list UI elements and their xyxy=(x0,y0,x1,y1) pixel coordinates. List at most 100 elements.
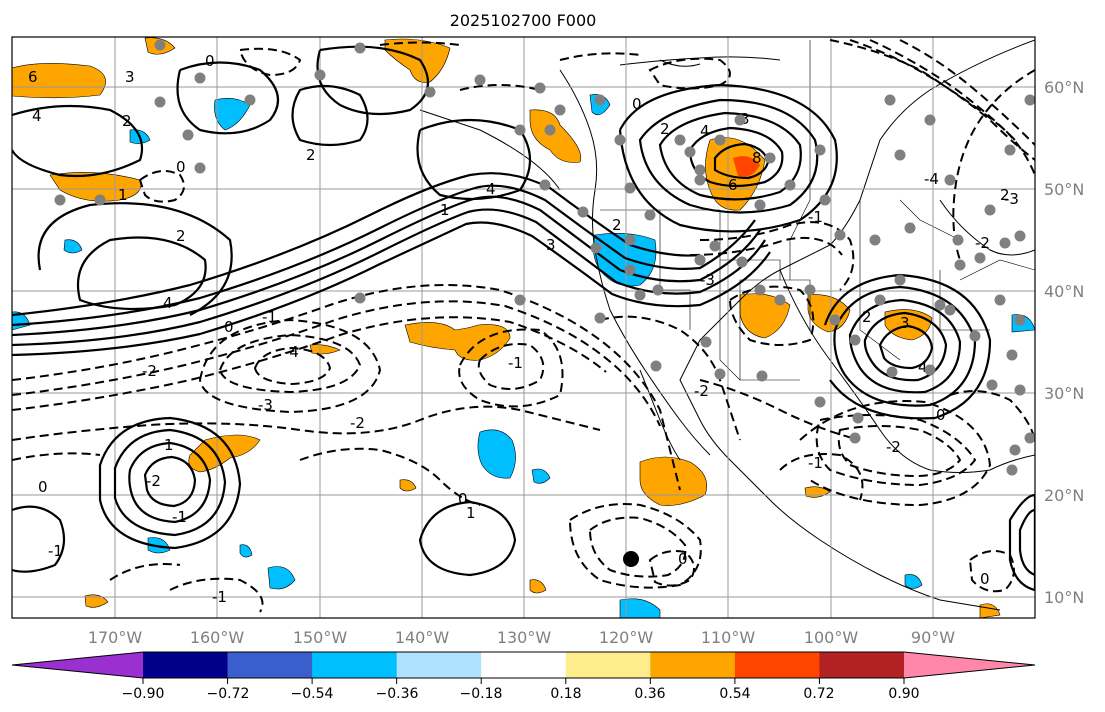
station-dot xyxy=(709,240,721,252)
contour-label: 1 xyxy=(466,504,476,522)
station-dot xyxy=(904,222,916,234)
station-dot xyxy=(934,299,946,311)
contour-label: 0 xyxy=(176,158,186,176)
station-dot xyxy=(894,274,906,286)
map-frame xyxy=(11,36,1036,619)
colorbar-label: −0.36 xyxy=(376,686,419,702)
lon-tick-label: 150°W xyxy=(293,628,348,647)
shade-blue xyxy=(531,468,551,484)
contour-label: 1 xyxy=(440,201,450,219)
shade-blue xyxy=(214,98,251,131)
colorbar-label: −0.54 xyxy=(291,686,334,702)
shade-blue xyxy=(477,429,516,479)
station-dot xyxy=(894,149,906,161)
station-dot xyxy=(514,124,526,136)
station-dot xyxy=(544,124,556,136)
station-dot xyxy=(1014,314,1026,326)
station-dot xyxy=(94,194,106,206)
contour-label: 2 xyxy=(122,112,132,130)
contour-label: 4 xyxy=(486,180,496,198)
station-dot xyxy=(1024,94,1035,106)
contour-label: -2 xyxy=(350,414,365,432)
colorbar-extend-right xyxy=(904,652,1035,678)
colorbar-label: 0.36 xyxy=(634,686,665,702)
lon-tick-label: 100°W xyxy=(804,628,859,647)
station-dot xyxy=(594,94,606,106)
station-dot xyxy=(814,396,826,408)
lat-tick-label: 10°N xyxy=(1044,588,1084,607)
station-dot xyxy=(924,364,936,376)
station-dot xyxy=(849,334,861,346)
contour-label: 1 xyxy=(164,436,174,454)
station-markers xyxy=(54,39,1035,476)
station-dot xyxy=(624,182,636,194)
colorbar-segment xyxy=(565,652,651,678)
colorbar-label: 0.54 xyxy=(719,686,750,702)
station-dot xyxy=(634,289,646,301)
black-point-marker xyxy=(623,551,639,567)
colorbar-segment xyxy=(312,652,398,678)
station-dot xyxy=(624,264,636,276)
station-dot xyxy=(652,284,664,296)
station-dot xyxy=(754,284,766,296)
contour-label: 0 xyxy=(632,95,642,113)
lat-tick-labels: 60°N 50°N 40°N 30°N 20°N 10°N xyxy=(1044,78,1084,607)
station-dot xyxy=(819,194,831,206)
contour-labels: 6 4 3 2 2 1 0 0 -1 -2 -3 -4 4 3 2 1 0 4 … xyxy=(28,52,1019,606)
station-dot xyxy=(182,129,194,141)
station-dot xyxy=(999,237,1011,249)
shade-blue xyxy=(904,574,923,589)
contour-label: 6 xyxy=(728,176,738,194)
contour-label: -1 xyxy=(48,542,63,560)
contour-label: 0 xyxy=(205,52,215,70)
contour-label: 0 xyxy=(980,570,990,588)
contour-label: 4 xyxy=(163,294,173,312)
negative-contours xyxy=(12,39,1035,613)
station-dot xyxy=(54,194,66,206)
colorbar-segment xyxy=(143,652,229,678)
lat-tick-label: 20°N xyxy=(1044,486,1084,505)
colorbar-label: −0.72 xyxy=(207,686,250,702)
shade-blue xyxy=(147,537,171,554)
station-dot xyxy=(829,314,841,326)
contour-label: 2 xyxy=(176,227,186,245)
positive-contours xyxy=(12,45,1035,592)
station-dot xyxy=(969,330,981,342)
colorbar-label: 0.18 xyxy=(550,686,581,702)
station-dot xyxy=(194,72,206,84)
station-dot xyxy=(849,432,861,444)
station-dot xyxy=(994,294,1006,306)
station-dot xyxy=(874,294,886,306)
contour-label: 0 xyxy=(38,478,48,496)
contour-label: 2 xyxy=(660,120,670,138)
station-dot xyxy=(694,164,706,176)
shade-blue xyxy=(63,239,83,254)
contour-label: 8 xyxy=(752,149,762,167)
lat-tick-label: 60°N xyxy=(1044,78,1084,97)
contour-label: 3 xyxy=(546,236,556,254)
lon-tick-label: 170°W xyxy=(88,628,143,647)
colorbar-segment xyxy=(734,652,820,678)
contour-label: -1 xyxy=(808,454,823,472)
station-dot xyxy=(674,134,686,146)
map-title: 2025102700 F000 xyxy=(450,11,597,30)
shade-orange xyxy=(399,479,417,492)
contour-label: 4 xyxy=(32,107,42,125)
station-dot xyxy=(974,252,986,264)
station-dot xyxy=(614,134,626,146)
station-dot xyxy=(984,204,996,216)
state-borders xyxy=(600,40,1035,381)
station-dot xyxy=(944,174,956,186)
station-dot xyxy=(834,229,846,241)
contour-label: 2 xyxy=(306,146,316,164)
station-dot xyxy=(884,94,896,106)
station-dot xyxy=(944,304,956,316)
shade-blue xyxy=(267,566,296,590)
station-dot xyxy=(194,162,206,174)
station-dot xyxy=(714,368,726,380)
station-dot xyxy=(886,366,898,378)
contour-label: 3 xyxy=(125,68,135,86)
contour-label: 2 xyxy=(862,308,872,326)
lon-tick-labels: 170°W 160°W 150°W 140°W 130°W 120°W 110°… xyxy=(88,628,955,647)
station-dot xyxy=(764,152,776,164)
